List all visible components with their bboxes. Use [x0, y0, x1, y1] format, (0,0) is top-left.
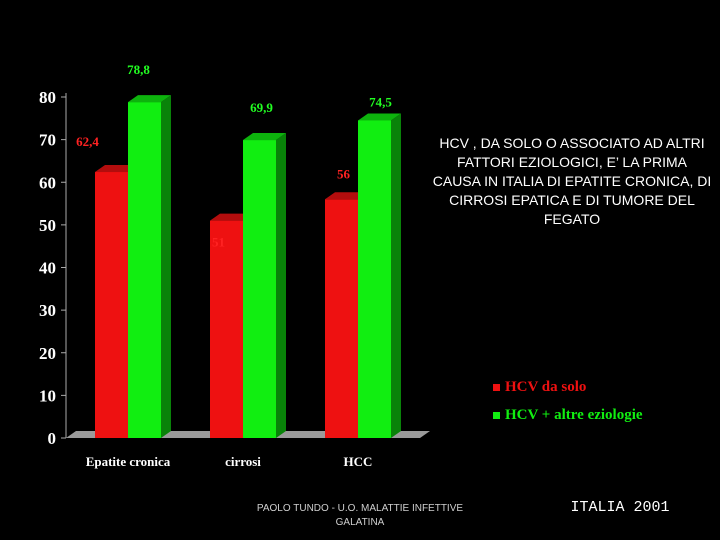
- y-tick-label-10: 10: [39, 386, 56, 405]
- bar-2-1: [128, 102, 161, 439]
- bar-2-3: [358, 120, 391, 438]
- bar-1-3: [325, 199, 358, 438]
- footer-credit: PAOLO TUNDO - U.O. MALATTIE INFETTIVE GA…: [256, 503, 464, 528]
- y-tick-label-50: 50: [39, 216, 56, 235]
- x-tick-label-1: Epatite cronica: [86, 454, 171, 469]
- legend-swatch-2: [493, 412, 500, 419]
- y-tick-label-40: 40: [39, 259, 56, 278]
- y-tick-label-0: 0: [48, 429, 57, 448]
- annotation-text: HCV , DA SOLO O ASSOCIATO AD ALTRI FATTO…: [432, 135, 712, 227]
- y-tick-label-70: 70: [39, 131, 56, 150]
- data-label-2-1: 78,8: [127, 62, 150, 77]
- bar-side-2-3: [391, 113, 401, 438]
- data-label-1-1: 62,4: [76, 134, 99, 149]
- bar-top-2-2: [243, 133, 286, 141]
- bar-2-2: [243, 140, 276, 438]
- legend-swatch-1: [493, 384, 500, 391]
- legend-label-1: HCV da solo: [505, 379, 586, 395]
- bar-top-2-1: [128, 95, 171, 103]
- bar-top-1-3: [325, 192, 368, 200]
- x-tick-label-3: HCC: [344, 454, 373, 469]
- y-tick-label-80: 80: [39, 88, 56, 107]
- data-label-2-2: 69,9: [250, 100, 273, 115]
- data-label-1-2: 51: [212, 235, 225, 250]
- year-label: ITALIA 2001: [570, 499, 670, 516]
- bar-1-2: [210, 220, 243, 438]
- bar-side-2-2: [276, 133, 286, 438]
- bar-top-1-2: [210, 213, 253, 221]
- bar-1-1: [95, 172, 128, 438]
- x-tick-label-2: cirrosi: [225, 454, 261, 469]
- bar-side-2-1: [161, 95, 171, 439]
- y-tick-label-20: 20: [39, 344, 56, 363]
- legend-label-2: HCV + altre eziologie: [505, 407, 643, 423]
- y-tick-label-30: 30: [39, 301, 56, 320]
- bar-top-2-3: [358, 113, 401, 121]
- data-label-2-3: 74,5: [369, 94, 392, 109]
- data-label-1-3: 56: [337, 166, 351, 181]
- bar-top-1-1: [95, 165, 138, 173]
- y-tick-label-60: 60: [39, 173, 56, 192]
